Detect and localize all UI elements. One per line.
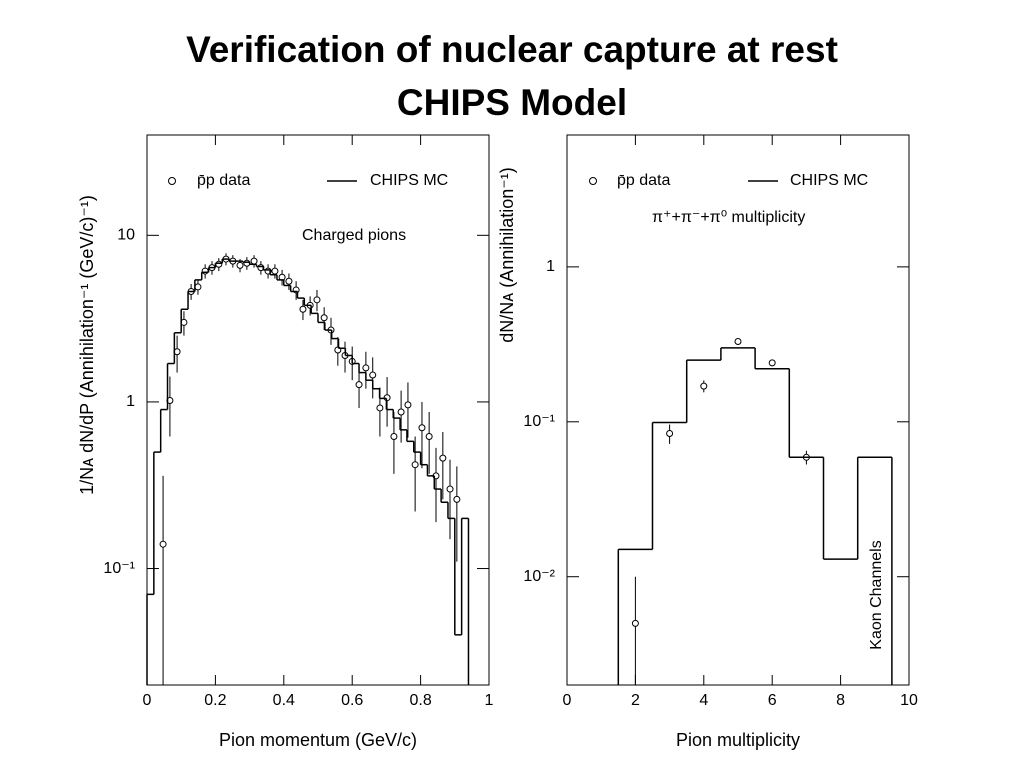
x-tick-label: 6: [768, 692, 777, 709]
data-point: [362, 364, 370, 372]
legend-label: p̄p data: [197, 172, 250, 189]
data-point: [320, 314, 328, 322]
y-tick-label: 1: [126, 393, 135, 410]
data-point: [734, 337, 742, 345]
x-tick-label: 10: [900, 692, 918, 709]
x-tick-label: 2: [631, 692, 640, 709]
mc-step-connector: [617, 347, 893, 685]
data-point: [425, 433, 433, 441]
data-point: [439, 454, 447, 462]
plot-frame: [146, 134, 490, 686]
data-point: [236, 261, 244, 269]
x-tick-label: 4: [699, 692, 708, 709]
data-point: [418, 424, 426, 432]
data-point: [271, 267, 279, 275]
data-point: [285, 277, 293, 285]
y-axis-label: 1/Nᴀ dN/dP (Annihilation⁻¹ (GeV/c)⁻¹): [77, 195, 97, 495]
x-tick-label: 0.2: [204, 692, 226, 709]
legend-marker: [589, 177, 597, 185]
x-tick-label: 1: [485, 692, 494, 709]
x-tick-label: 0.8: [409, 692, 431, 709]
data-point: [397, 408, 405, 416]
y-tick-label: 1: [546, 258, 555, 275]
data-point: [376, 404, 384, 412]
data-point: [215, 260, 223, 268]
data-point: [631, 619, 639, 627]
y-tick-label: 10⁻²: [523, 568, 555, 585]
y-axis-label: dN/Nᴀ (Annihilation⁻¹): [497, 167, 517, 343]
slide-title: Verification of nuclear capture at rest: [186, 29, 838, 70]
data-point: [159, 540, 167, 548]
data-point: [411, 461, 419, 469]
data-point: [201, 267, 209, 275]
slide-subtitle: CHIPS Model: [397, 82, 627, 123]
data-point: [313, 296, 321, 304]
annotation: Kaon Channels: [868, 540, 885, 649]
data-point: [666, 430, 674, 438]
data-point: [355, 381, 363, 389]
y-tick-label: 10⁻¹: [523, 413, 555, 430]
data-point: [700, 382, 708, 390]
x-tick-label: 0.4: [273, 692, 295, 709]
legend-marker: [168, 177, 176, 185]
data-point: [299, 305, 307, 313]
legend-label: CHIPS MC: [790, 172, 868, 189]
data-point: [768, 359, 776, 367]
y-tick-label: 10: [117, 227, 135, 244]
legend-label: p̄p data: [617, 172, 670, 189]
x-axis-label: Pion multiplicity: [676, 730, 800, 750]
annotation: π⁺+π⁻+π⁰ multiplicity: [652, 209, 805, 226]
data-point: [369, 371, 377, 379]
data-point: [194, 283, 202, 291]
x-axis-label: Pion momentum (GeV/c): [219, 730, 417, 750]
y-tick-label: 10⁻¹: [103, 560, 135, 577]
data-point: [404, 401, 412, 409]
annotation: Charged pions: [302, 227, 406, 244]
x-tick-label: 8: [836, 692, 845, 709]
x-tick-label: 0.6: [341, 692, 363, 709]
plot-frame: [566, 134, 910, 686]
x-tick-label: 0: [563, 692, 572, 709]
data-point: [250, 257, 258, 265]
data-point: [453, 495, 461, 503]
data-point: [446, 485, 454, 493]
x-tick-label: 0: [143, 692, 152, 709]
legend-label: CHIPS MC: [370, 172, 448, 189]
mc-step-connector: [146, 259, 470, 685]
data-point: [390, 433, 398, 441]
